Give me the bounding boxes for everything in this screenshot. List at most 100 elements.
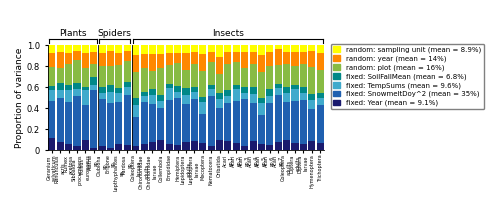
Bar — [124, 95, 131, 145]
Bar — [308, 141, 316, 150]
Bar — [232, 143, 240, 150]
Bar — [107, 103, 114, 148]
Bar — [241, 92, 248, 99]
Bar — [250, 52, 256, 64]
Bar — [140, 144, 147, 150]
Bar — [283, 102, 290, 140]
Bar — [158, 54, 164, 68]
Bar — [56, 142, 64, 150]
Bar — [74, 146, 80, 150]
Bar — [258, 103, 265, 115]
Bar — [65, 90, 72, 102]
Bar — [316, 53, 324, 69]
Bar — [308, 109, 316, 141]
Bar — [166, 84, 173, 88]
Bar — [300, 45, 307, 52]
Bar — [149, 54, 156, 71]
Bar — [98, 45, 105, 53]
Bar — [132, 146, 140, 150]
Bar — [90, 45, 98, 52]
Bar — [283, 92, 290, 102]
Bar — [98, 99, 105, 146]
Bar — [107, 148, 114, 150]
Bar — [191, 141, 198, 150]
Bar — [116, 102, 122, 144]
Bar — [98, 66, 105, 87]
Bar — [65, 144, 72, 150]
Bar — [56, 90, 64, 98]
Bar — [149, 71, 156, 89]
Bar — [274, 45, 282, 49]
Bar — [241, 146, 248, 150]
Bar — [174, 45, 181, 53]
Bar — [124, 145, 131, 150]
Bar — [149, 45, 156, 54]
Bar — [266, 45, 274, 52]
Bar — [300, 52, 307, 64]
Bar — [274, 84, 282, 88]
Bar — [250, 141, 256, 150]
Bar — [266, 103, 274, 145]
Bar — [166, 65, 173, 84]
Bar — [56, 45, 64, 52]
Bar — [274, 88, 282, 95]
Bar — [166, 88, 173, 100]
Bar — [191, 52, 198, 64]
Bar — [166, 100, 173, 144]
Bar — [48, 90, 56, 101]
Bar — [182, 142, 190, 150]
Bar — [232, 101, 240, 143]
Bar — [107, 91, 114, 103]
Bar — [98, 87, 105, 92]
Bar — [224, 103, 232, 141]
Bar — [65, 45, 72, 53]
Bar — [258, 55, 265, 72]
Bar — [124, 87, 131, 95]
Bar — [250, 87, 256, 94]
Bar — [124, 45, 131, 51]
Bar — [224, 52, 232, 64]
Bar — [74, 89, 80, 96]
Bar — [182, 45, 190, 53]
Bar — [56, 98, 64, 142]
Bar — [116, 92, 122, 102]
Bar — [132, 105, 140, 117]
Y-axis label: Proportion of variance: Proportion of variance — [15, 48, 24, 148]
Bar — [116, 53, 122, 65]
Bar — [191, 91, 198, 99]
Bar — [224, 90, 232, 96]
Bar — [283, 64, 290, 87]
Bar — [199, 143, 206, 150]
Bar — [90, 52, 98, 64]
Bar — [292, 101, 298, 143]
Bar — [316, 45, 324, 53]
Bar — [182, 53, 190, 69]
Bar — [258, 115, 265, 144]
Bar — [292, 45, 298, 52]
Bar — [48, 53, 56, 67]
Bar — [216, 92, 223, 99]
Bar — [191, 45, 198, 52]
Bar — [48, 67, 56, 86]
Bar — [224, 45, 232, 52]
Bar — [232, 62, 240, 85]
Bar — [82, 68, 89, 87]
Bar — [82, 105, 89, 140]
Bar — [107, 45, 114, 51]
Bar — [124, 82, 131, 87]
Bar — [56, 52, 64, 68]
Bar — [250, 45, 256, 52]
Bar — [174, 145, 181, 150]
Bar — [208, 146, 214, 150]
Bar — [274, 65, 282, 84]
Bar — [216, 45, 223, 57]
Bar — [266, 145, 274, 150]
Bar — [132, 117, 140, 146]
Bar — [208, 89, 214, 96]
Bar — [232, 45, 240, 52]
Bar — [316, 105, 324, 143]
Bar — [292, 52, 298, 66]
Bar — [158, 68, 164, 95]
Bar — [48, 45, 56, 53]
Text: Insects: Insects — [212, 29, 244, 38]
